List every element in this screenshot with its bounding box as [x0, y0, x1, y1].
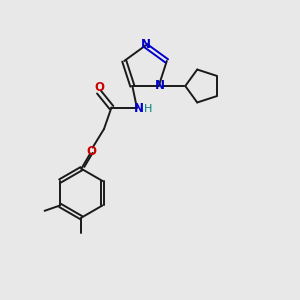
Text: O: O — [86, 145, 96, 158]
Text: N: N — [155, 79, 165, 92]
Text: N: N — [134, 103, 144, 116]
Text: N: N — [140, 38, 151, 51]
Text: H: H — [144, 104, 152, 114]
Text: O: O — [94, 81, 104, 94]
